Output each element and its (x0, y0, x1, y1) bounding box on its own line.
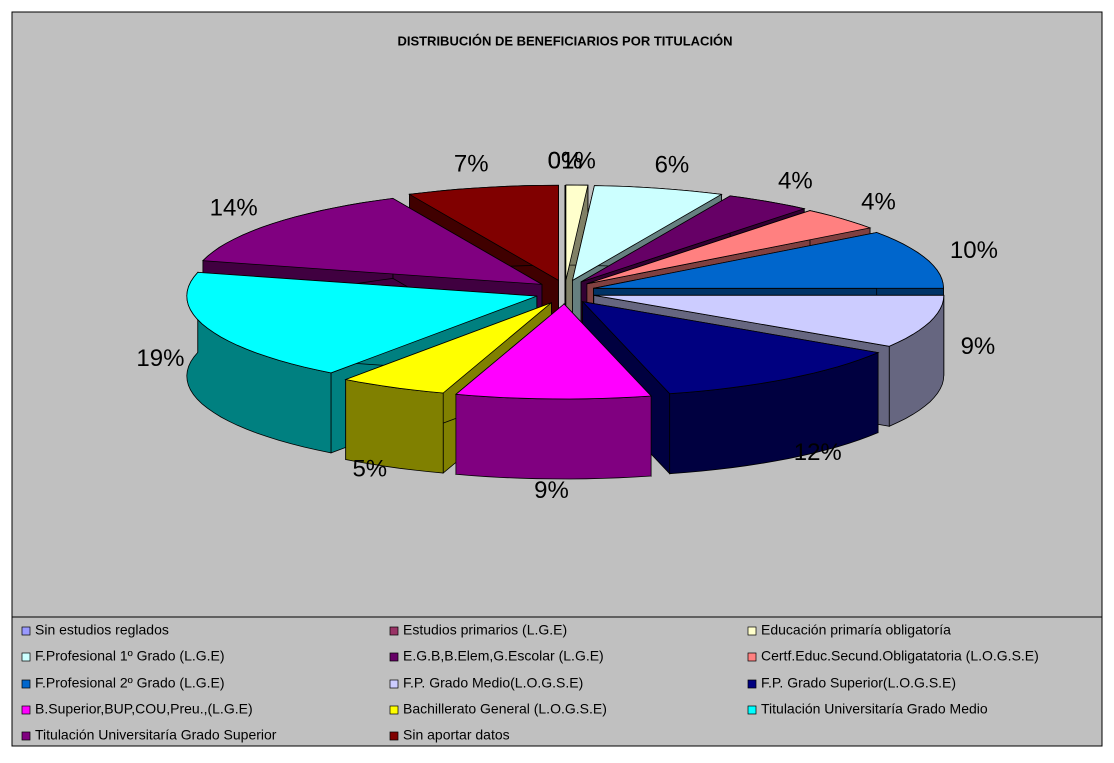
legend-label: Titulación Universitaría Grado Medio (761, 701, 988, 717)
slice (186, 271, 537, 374)
pie (186, 184, 945, 480)
data-label: 4% (778, 168, 813, 195)
slice (593, 294, 945, 347)
legend-box (11, 616, 1103, 747)
chart-title: DISTRIBUCIÓN DE BENEFICIARIOS POR TITULA… (397, 33, 732, 48)
legend-label: Educación primaría obligatoría (761, 622, 951, 638)
data-label: 19% (136, 345, 184, 372)
legend-swatch (21, 626, 31, 636)
legend-label: F.P. Grado Superior(L.O.G.S.E) (761, 675, 956, 691)
slice (408, 184, 559, 281)
slice (344, 302, 552, 394)
legend-label: F.P. Grado Medio(L.O.G.S.E) (403, 675, 583, 691)
legend-label: Bachillerato General (L.O.G.S.E) (403, 701, 607, 717)
slice (565, 184, 589, 281)
legend-swatch (389, 652, 399, 662)
legend-swatch (389, 731, 399, 741)
slice (581, 301, 880, 395)
legend: Sin estudios reglados Estudios primarios … (21, 622, 1039, 743)
legend-label: B.Superior,BUP,COU,Preu.,(L.G.E) (35, 701, 253, 717)
legend-label: Sin aportar datos (403, 727, 510, 743)
slice (201, 197, 543, 285)
legend-swatch (747, 679, 757, 689)
data-label: 0% (548, 147, 583, 174)
legend-swatch (389, 705, 399, 715)
slice (586, 210, 872, 285)
legend-label: Certf.Educ.Secund.Obligatatoria (L.O.G.S… (761, 648, 1039, 664)
legend-swatch (747, 626, 757, 636)
data-label: 10% (950, 237, 998, 264)
data-label: 6% (655, 151, 690, 178)
data-label: 14% (210, 194, 258, 221)
legend-label: F.Profesional 2º Grado (L.G.E) (35, 675, 225, 691)
data-label: 9% (961, 333, 996, 360)
data-label: 4% (861, 188, 896, 215)
legend-swatch (21, 731, 31, 741)
data-label: 1% (561, 147, 596, 174)
slice (580, 195, 806, 283)
legend-label: Sin estudios reglados (35, 622, 169, 638)
data-label: 0% (548, 147, 583, 174)
legend-label: E.G.B,B.Elem,G.Escolar (L.G.E) (403, 648, 604, 664)
legend-swatch (389, 679, 399, 689)
slice-side (455, 393, 652, 480)
legend-swatch (21, 679, 31, 689)
slice (571, 185, 723, 282)
legend-label: Titulación Universitaría Grado Superior (35, 727, 277, 743)
legend-swatch (389, 626, 399, 636)
data-label: 9% (534, 477, 569, 504)
labels: 0%0%1% 6%4%4%10%9%12%9%5%19%14%7% (136, 147, 998, 504)
data-label: 7% (454, 150, 489, 177)
legend-swatch (747, 652, 757, 662)
data-label: 12% (794, 439, 842, 466)
legend-label: Estudios primarios (L.G.E) (403, 622, 567, 638)
slice (454, 303, 652, 400)
legend-swatch (21, 652, 31, 662)
legend-swatch (21, 705, 31, 715)
legend-swatch (747, 705, 757, 715)
data-label: 5% (352, 456, 387, 483)
slice (593, 232, 944, 289)
legend-label: F.Profesional 1º Grado (L.G.E) (35, 648, 225, 664)
